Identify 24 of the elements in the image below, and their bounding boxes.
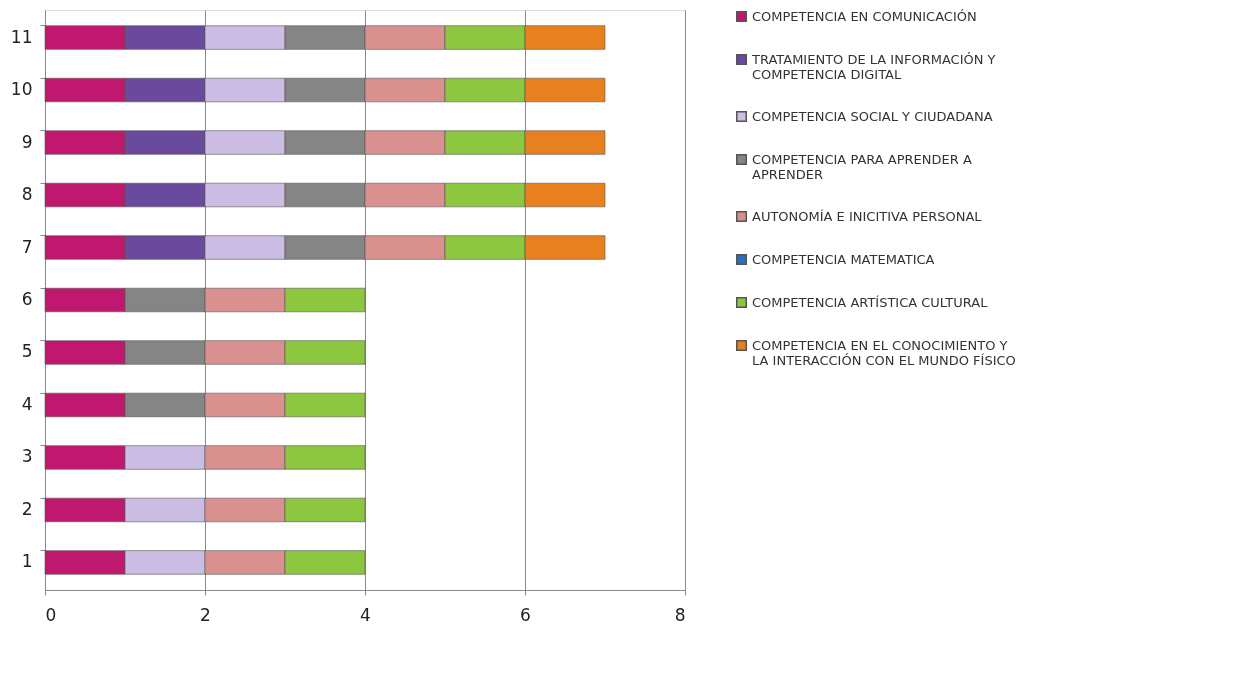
legend-label: COMPETENCIA MATEMATICA bbox=[752, 251, 935, 267]
legend-label: COMPETENCIA EN COMUNICACIÓN bbox=[752, 8, 977, 24]
y-tick-label: 8 bbox=[21, 184, 33, 205]
legend-label: COMPETENCIA EN EL CONOCIMIENTO Y LA INTERACCIÓN CON EL MUNDO FÍSICO bbox=[752, 337, 1016, 368]
y-tick-label: 11 bbox=[10, 26, 33, 47]
x-tick-label: 8 bbox=[674, 604, 686, 625]
y-tick-label: 10 bbox=[10, 79, 33, 100]
legend-label: AUTONOMÍA E INICITIVA PERSONAL bbox=[752, 208, 983, 224]
legend-label: TRATAMIENTO DE LA INFORMACIÓN Y COMPETENCIA DIGITAL bbox=[751, 51, 996, 82]
x-tick-label: 4 bbox=[360, 604, 371, 625]
legend-label: COMPETENCIA ARTÍSTICA CULTURAL bbox=[752, 294, 989, 310]
y-tick-label: 4 bbox=[21, 393, 33, 414]
y-tick-label: 3 bbox=[21, 446, 33, 467]
y-tick-label: 2 bbox=[21, 498, 33, 519]
x-tick-label: 0 bbox=[45, 604, 57, 625]
y-tick-label: 7 bbox=[21, 236, 33, 257]
y-tick-label: 6 bbox=[21, 289, 33, 309]
x-tick-label: 2 bbox=[200, 604, 211, 625]
y-tick-label: 9 bbox=[21, 131, 33, 152]
legend-label: COMPETENCIA PARA APRENDER A APRENDER bbox=[752, 151, 972, 182]
y-tick-label: 5 bbox=[21, 341, 33, 362]
legend-label: COMPETENCIA SOCIAL Y CIUDADANA bbox=[752, 108, 993, 124]
x-tick-label: 6 bbox=[520, 604, 531, 625]
y-tick-label: 1 bbox=[21, 551, 33, 572]
